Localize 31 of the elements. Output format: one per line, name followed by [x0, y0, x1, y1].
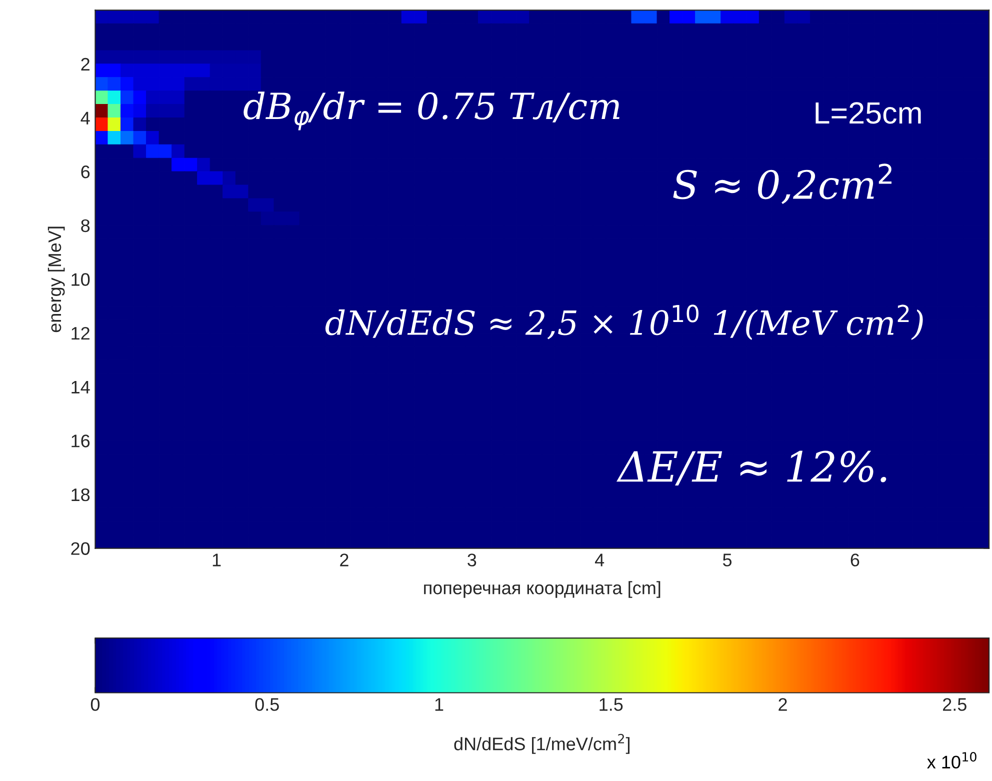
- text: x 10$^{10}$: [927, 752, 976, 769]
- y-tick-label: 8: [81, 219, 90, 232]
- y-tick-label: 2: [81, 58, 90, 71]
- y-tick-label: 4: [80, 112, 90, 124]
- annotation: dN/dEdS ≈ 2,5 × 10$^{10}$ 1/(MeV cm$^{2}$): [325, 304, 923, 340]
- color-bar-label: 2.5: [943, 698, 966, 711]
- x-tick-label: 2: [340, 554, 348, 566]
- y-axis-title: energy [MeV]: [48, 226, 65, 332]
- y-tick-label: 16: [72, 434, 90, 448]
- y-tick-label: 20: [71, 542, 90, 555]
- color-bar-label: 1.5: [600, 698, 623, 711]
- annotation: dB$_{φ}$/dr = 0.75 Тл/cm: [244, 92, 620, 130]
- x-tick-label: 4: [594, 554, 604, 566]
- x-axis-title: поперечная координата [cm]: [424, 581, 660, 598]
- y-tick-label: 12: [72, 326, 90, 340]
- x-tick-label: 5: [722, 554, 732, 566]
- color-bar-title: dN/dEdS [1/meV/cm$^{2}$]: [454, 734, 630, 754]
- color-bar-label: 0: [90, 698, 100, 711]
- color-bar-label: 1: [435, 698, 444, 711]
- color-bar-label: 0.5: [255, 698, 279, 711]
- y-tick-label: 10: [72, 273, 90, 286]
- annotation: L=25cm: [816, 102, 921, 124]
- annotation: S ≈ 0,2cm$^{2}$: [673, 164, 892, 204]
- y-tick-label: 18: [72, 488, 90, 502]
- y-tick-label: 14: [72, 380, 90, 394]
- x-tick-label: 3: [468, 554, 476, 566]
- y-tick-label: 6: [81, 166, 90, 178]
- color-bar-label: 2: [778, 698, 787, 711]
- x-tick-label: 1: [212, 554, 221, 566]
- annotation: ΔE/E ≈ 12%.: [616, 450, 886, 486]
- x-tick-label: 6: [850, 554, 860, 566]
